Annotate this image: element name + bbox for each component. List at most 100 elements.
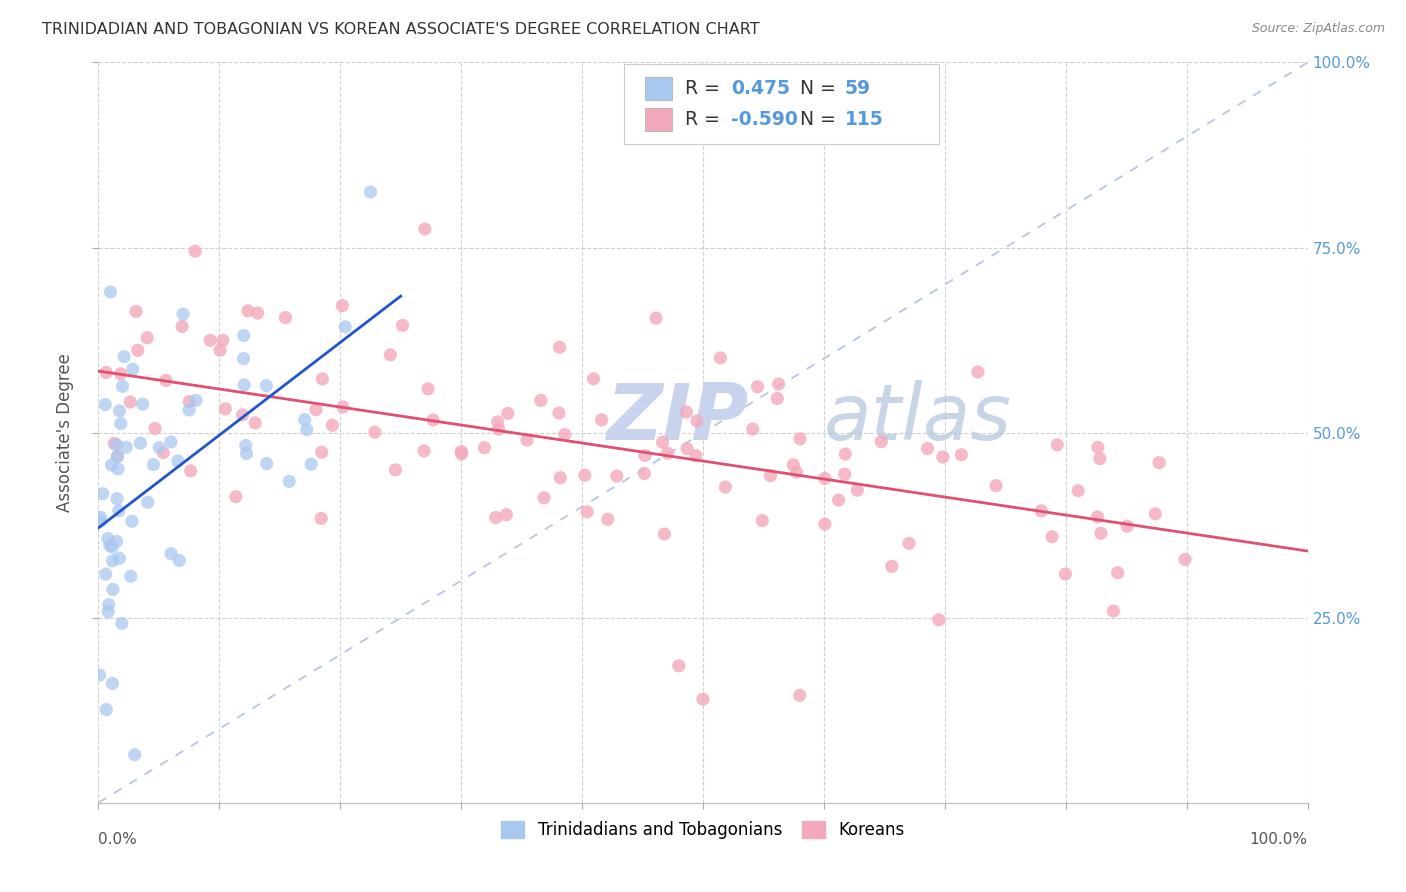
Point [967,365,990,379]
Point [782,458,804,472]
Text: 59: 59 [845,78,870,98]
Point [121,514,143,528]
Point [591,413,613,427]
Point [686,414,709,428]
Point [1090,526,1112,541]
Text: R =: R = [685,78,725,98]
Point [294,412,316,426]
Point [380,348,402,362]
Point [741,422,763,436]
Point [160,547,183,561]
Point [89,510,111,524]
Text: ZIP: ZIP [606,380,748,456]
Point [94,398,117,412]
Text: N =: N = [800,110,842,129]
Point [932,450,955,464]
Point [90,514,112,528]
Point [645,311,668,326]
Point [97,605,120,619]
Point [100,458,122,472]
Point [91,486,114,500]
Point [574,468,596,483]
Point [928,613,950,627]
Point [233,378,256,392]
Point [676,442,699,456]
Point [657,446,679,460]
Point [651,435,673,450]
Point [124,747,146,762]
Point [166,454,188,468]
Point [488,422,510,436]
Point [235,438,257,452]
Point [131,397,153,411]
Point [129,436,152,450]
Point [692,692,714,706]
Point [548,471,571,485]
Point [1102,604,1125,618]
Point [235,446,257,460]
Point [834,447,856,461]
Point [105,534,128,549]
Point [184,244,207,259]
Point [533,491,555,505]
Text: 115: 115 [845,110,883,129]
Point [101,582,124,597]
Point [634,449,657,463]
Point [97,598,120,612]
Text: 100.0%: 100.0% [1250,832,1308,847]
Point [391,318,413,333]
Point [256,457,278,471]
Point [751,514,773,528]
Point [125,304,148,318]
Point [1067,483,1090,498]
Point [152,445,174,459]
Point [111,616,134,631]
Point [200,334,222,348]
Point [596,512,619,526]
Point [120,569,142,583]
Point [110,367,132,381]
Point [633,467,655,481]
Point [1046,438,1069,452]
Point [1031,504,1053,518]
Point [155,373,177,387]
Point [111,379,134,393]
Point [107,462,129,476]
Point [212,334,235,348]
Point [332,400,354,414]
Point [254,378,277,392]
Point [413,222,436,236]
Point [107,450,129,464]
Legend: Trinidadians and Tobagonians, Koreans: Trinidadians and Tobagonians, Koreans [492,813,914,847]
Point [416,382,439,396]
Point [311,445,333,459]
Point [384,463,406,477]
Text: N =: N = [800,78,842,98]
Point [299,457,322,471]
Point [786,465,808,479]
Point [97,532,120,546]
Point [917,442,939,456]
Point [898,536,921,550]
Point [321,418,343,433]
Point [98,539,121,553]
Point [548,340,571,354]
Point [295,423,318,437]
Point [136,495,159,509]
Point [214,401,236,416]
Point [148,441,170,455]
Point [309,511,332,525]
Point [1087,441,1109,455]
Point [100,285,122,299]
Text: Source: ZipAtlas.com: Source: ZipAtlas.com [1251,22,1385,36]
Point [1116,519,1139,533]
Point [112,350,135,364]
Point [654,527,676,541]
Point [1088,451,1111,466]
Bar [645,77,672,100]
Point [759,468,782,483]
Point [107,449,129,463]
Point [108,404,131,418]
Point [950,448,973,462]
Point [846,483,869,498]
